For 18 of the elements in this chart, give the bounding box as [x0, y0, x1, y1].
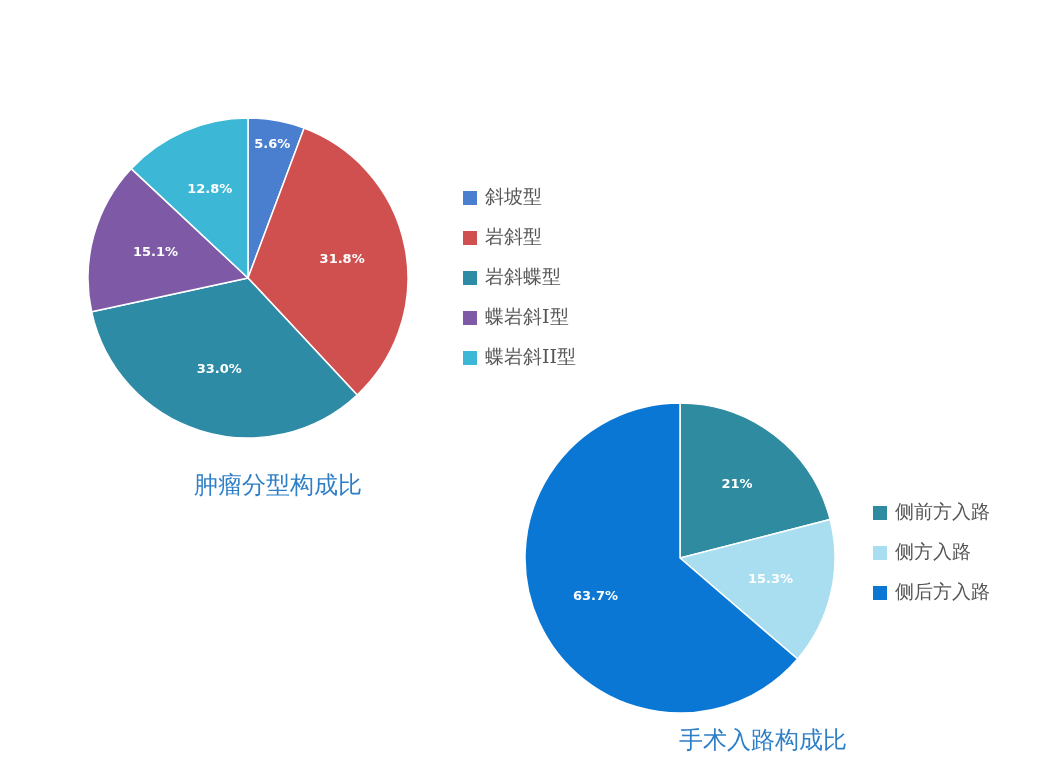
- data-label: 12.8%: [187, 181, 233, 197]
- legend-label: 侧前方入路: [895, 500, 990, 522]
- legend-label: 侧后方入路: [895, 580, 990, 602]
- data-label: 5.6%: [254, 135, 291, 151]
- data-label: 21%: [721, 476, 753, 492]
- legend-label: 岩斜型: [485, 225, 542, 247]
- legend-label: 蝶岩斜I型: [485, 305, 569, 327]
- data-label: 33.0%: [196, 361, 242, 377]
- data-label: 31.8%: [319, 250, 365, 266]
- text: 肿瘤分型构成比: [194, 471, 362, 499]
- legend-label: 侧方入路: [895, 540, 971, 562]
- legend-label: 斜坡型: [485, 185, 542, 207]
- data-label: 63.7%: [572, 588, 619, 604]
- data-label: 15.3%: [748, 570, 794, 586]
- data-label: 15.1%: [132, 243, 179, 259]
- legend-label: 岩斜蝶型: [485, 265, 561, 287]
- text: 手术入路构成比: [679, 726, 847, 754]
- legend-label: 蝶岩斜II型: [485, 345, 577, 367]
